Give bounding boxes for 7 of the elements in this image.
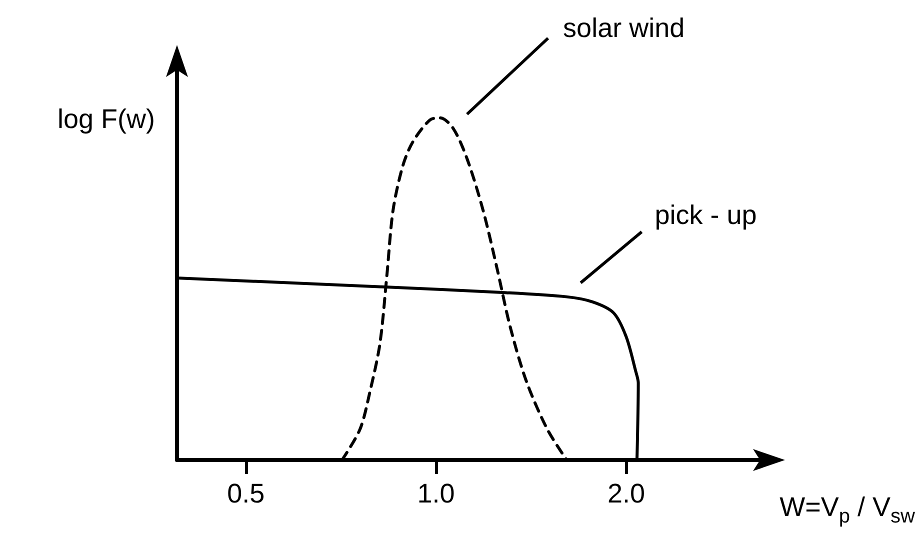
x-tick-label: 0.5 [227, 478, 265, 508]
x-axis-title: W=V$_{p}$ / V$_{sw}$ [780, 492, 915, 528]
text: solar wind [563, 13, 685, 44]
x-tick-label: 2.0 [607, 478, 645, 508]
y-axis-title: log F(w) [57, 104, 155, 134]
text: pick - up [654, 200, 757, 230]
x-tick-label: 1.0 [417, 478, 455, 508]
